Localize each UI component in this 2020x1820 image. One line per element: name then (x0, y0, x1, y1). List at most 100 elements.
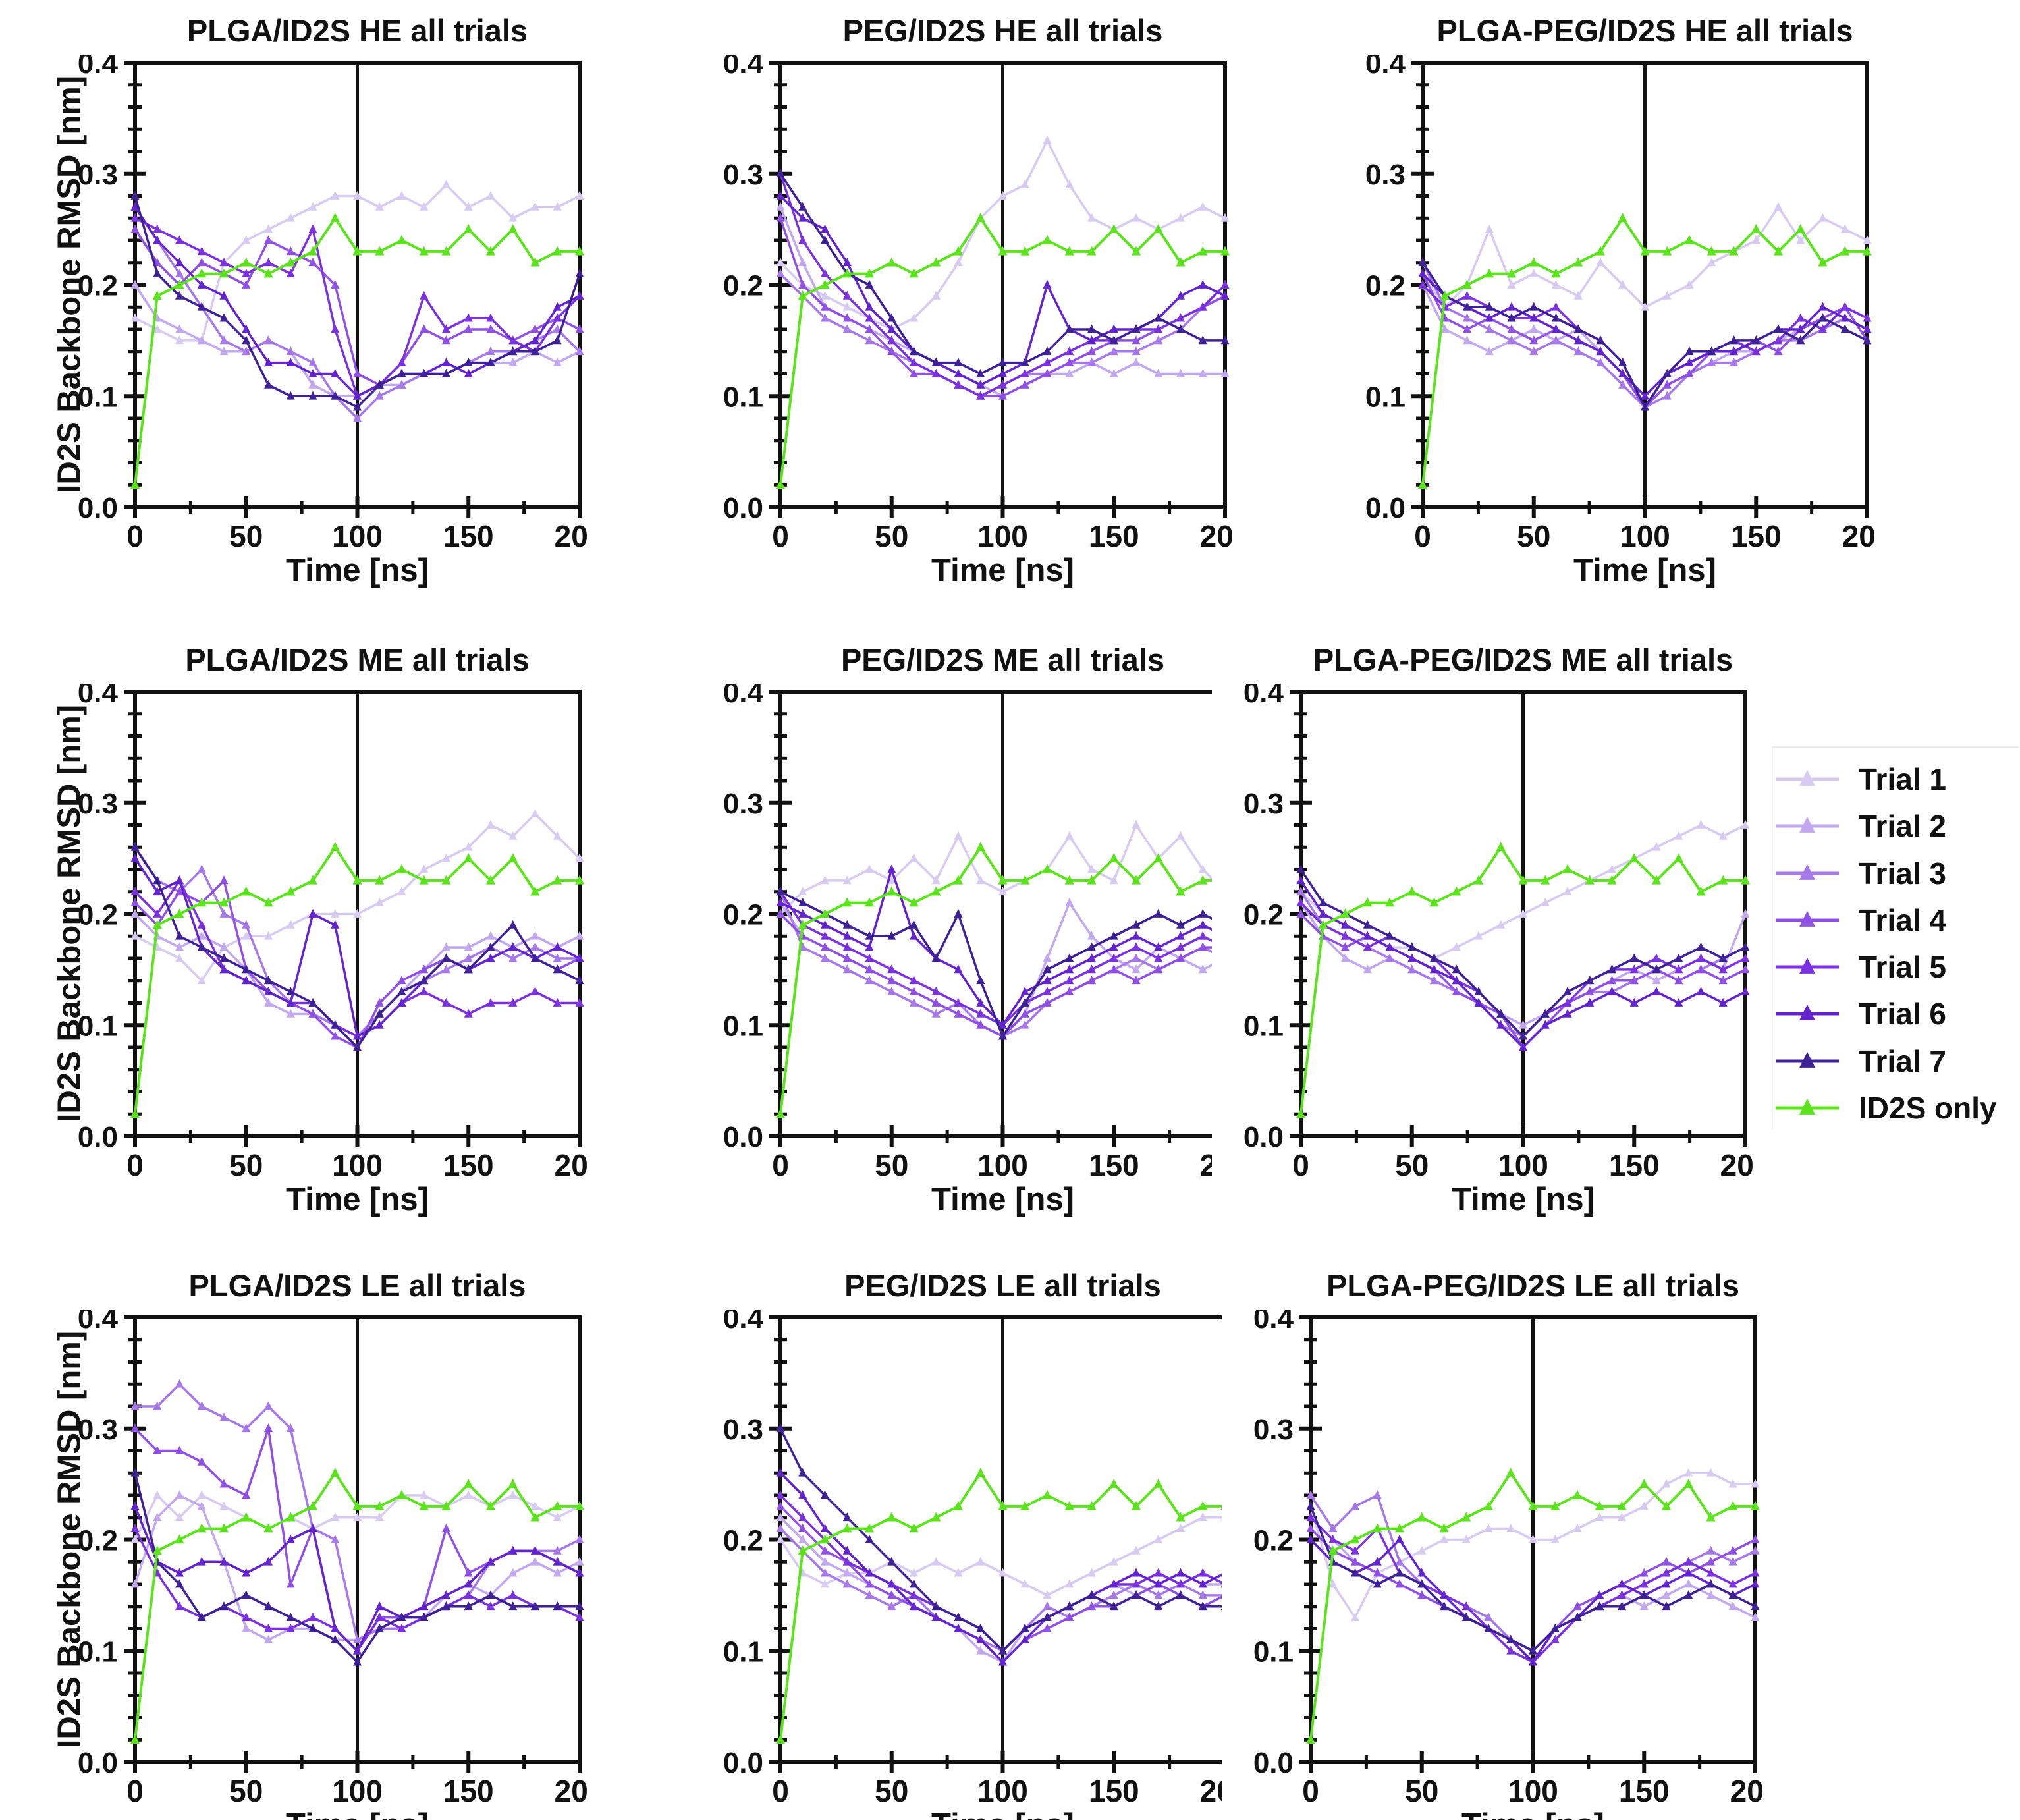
svg-text:50: 50 (1517, 519, 1550, 553)
svg-text:150: 150 (1731, 519, 1782, 553)
svg-text:0.1: 0.1 (1253, 1636, 1294, 1668)
svg-text:0.2: 0.2 (78, 270, 118, 302)
svg-text:0.4: 0.4 (78, 1310, 119, 1335)
svg-text:200: 200 (1842, 519, 1876, 553)
svg-text:0.1: 0.1 (723, 1636, 763, 1668)
chart-plga-id2s-le: PLGA/ID2S LE all trials ID2S Backbone RM… (46, 1263, 589, 1820)
svg-text:0.0: 0.0 (1253, 1747, 1294, 1779)
svg-text:200: 200 (555, 1148, 589, 1182)
svg-text:100: 100 (332, 1774, 383, 1808)
legend-label: Trial 2 (1859, 809, 1946, 844)
chart-title: PLGA/ID2S LE all trials (188, 1268, 526, 1303)
svg-text:0.2: 0.2 (1365, 270, 1406, 302)
legend-item-trial-2: Trial 2 (1773, 804, 2019, 848)
x-axis-label: Time [ns] (1311, 1807, 1755, 1820)
trial-3-marker-icon (1776, 864, 1839, 880)
svg-text:0.4: 0.4 (1365, 55, 1406, 80)
svg-text:0.2: 0.2 (723, 270, 763, 302)
chart-title: PLGA-PEG/ID2S LE all trials (1326, 1268, 1739, 1303)
svg-text:0: 0 (126, 1148, 144, 1182)
svg-text:50: 50 (229, 1774, 263, 1808)
chart-title: PLGA/ID2S ME all trials (185, 642, 530, 677)
svg-text:0.4: 0.4 (1243, 684, 1284, 709)
plot-canvas: 0.00.10.20.30.4050100150200 (1243, 684, 1755, 1182)
trial-6-marker-icon (1776, 1005, 1839, 1021)
svg-text:0.0: 0.0 (1365, 492, 1406, 524)
svg-text:0.3: 0.3 (723, 159, 763, 191)
svg-text:50: 50 (1405, 1774, 1438, 1808)
svg-text:0.2: 0.2 (723, 899, 763, 931)
svg-text:100: 100 (332, 519, 383, 553)
svg-text:0.0: 0.0 (723, 1121, 763, 1153)
svg-text:0.4: 0.4 (78, 684, 119, 709)
svg-text:0: 0 (772, 1148, 789, 1182)
svg-text:150: 150 (443, 1148, 494, 1182)
legend-label: ID2S only (1859, 1090, 1997, 1125)
svg-text:150: 150 (1609, 1148, 1660, 1182)
svg-text:50: 50 (229, 519, 263, 553)
svg-text:0: 0 (1302, 1774, 1319, 1808)
trial-1-marker-icon (1776, 769, 1839, 786)
chart-title: PEG/ID2S LE all trials (844, 1268, 1161, 1303)
plot-canvas: 0.00.10.20.30.4050100150200 (78, 684, 589, 1182)
svg-text:0.0: 0.0 (78, 1747, 118, 1779)
plot-canvas: 0.00.10.20.30.4050100150200 (78, 1310, 589, 1808)
svg-text:0.3: 0.3 (1365, 159, 1406, 191)
svg-text:0.1: 0.1 (1243, 1010, 1284, 1042)
svg-text:50: 50 (875, 1774, 908, 1808)
svg-text:0.2: 0.2 (1243, 899, 1284, 931)
svg-text:0.3: 0.3 (723, 1414, 763, 1446)
x-axis-label: Time [ns] (1573, 553, 1716, 588)
svg-text:0.1: 0.1 (78, 1010, 118, 1042)
svg-text:0: 0 (772, 1774, 789, 1808)
x-axis-label: Time [ns] (931, 553, 1074, 588)
svg-text:0.1: 0.1 (723, 1010, 763, 1042)
svg-text:150: 150 (1089, 1148, 1139, 1182)
legend-item-trial-1: Trial 1 (1773, 758, 2019, 801)
legend-item-trial-6: Trial 6 (1773, 992, 2019, 1035)
legend-label: Trial 3 (1859, 856, 1946, 891)
svg-text:0.3: 0.3 (1243, 788, 1284, 820)
svg-text:50: 50 (229, 1148, 263, 1182)
x-axis-label: Time [ns] (931, 1182, 1074, 1217)
trial-4-marker-icon (1776, 910, 1839, 927)
svg-text:50: 50 (1395, 1148, 1429, 1182)
plot-canvas: 0.00.10.20.30.4050100150200 (1365, 55, 1876, 553)
svg-text:150: 150 (1089, 1774, 1139, 1808)
plot-canvas: 0.00.10.20.30.4050100150200 (78, 55, 589, 553)
svg-text:0.4: 0.4 (723, 55, 764, 80)
svg-text:0.3: 0.3 (723, 788, 763, 820)
svg-text:100: 100 (332, 1148, 383, 1182)
chart-plga-peg-id2s-me: PLGA-PEG/ID2S ME all trials 0.0 0.1 0.2 0.3… (1212, 638, 1755, 1225)
chart-title: PLGA/ID2S HE all trials (186, 13, 528, 48)
trial-2-marker-icon (1776, 817, 1839, 833)
svg-text:0.3: 0.3 (1253, 1414, 1294, 1446)
plot-canvas: 0.00.10.20.30.4050100150200 (1253, 1310, 1764, 1808)
legend-label: Trial 4 (1859, 902, 1946, 937)
svg-text:150: 150 (443, 1774, 494, 1808)
svg-text:0.1: 0.1 (723, 381, 763, 413)
svg-text:100: 100 (977, 519, 1028, 553)
chart-title: PEG/ID2S HE all trials (842, 13, 1163, 48)
svg-text:0.1: 0.1 (1365, 381, 1406, 413)
svg-text:50: 50 (875, 519, 908, 553)
legend-item-trial-7: Trial 7 (1773, 1039, 2019, 1083)
svg-text:0.4: 0.4 (723, 684, 764, 709)
svg-text:0: 0 (126, 1774, 144, 1808)
svg-text:0.0: 0.0 (723, 1747, 763, 1779)
chart-title: PLGA-PEG/ID2S HE all trials (1436, 13, 1853, 48)
svg-text:200: 200 (555, 519, 589, 553)
svg-text:0: 0 (1414, 519, 1431, 553)
svg-text:0.2: 0.2 (78, 899, 118, 931)
svg-text:0.3: 0.3 (78, 159, 118, 191)
plot-canvas: 0.00.10.20.30.4050100150200 (723, 1310, 1234, 1808)
x-axis-label: Time [ns] (1452, 1182, 1595, 1217)
legend: Trial 1 Trial 2 Trial 3 Trial 4 Trial 5 … (1772, 746, 2019, 1130)
svg-text:200: 200 (1720, 1148, 1755, 1182)
svg-text:200: 200 (555, 1774, 589, 1808)
svg-text:0.0: 0.0 (78, 492, 118, 524)
trial-5-marker-icon (1776, 957, 1839, 974)
chart-plga-id2s-me: PLGA/ID2S ME all trials ID2S Backbone RM… (46, 638, 589, 1225)
svg-text:100: 100 (977, 1148, 1028, 1182)
svg-text:50: 50 (875, 1148, 908, 1182)
